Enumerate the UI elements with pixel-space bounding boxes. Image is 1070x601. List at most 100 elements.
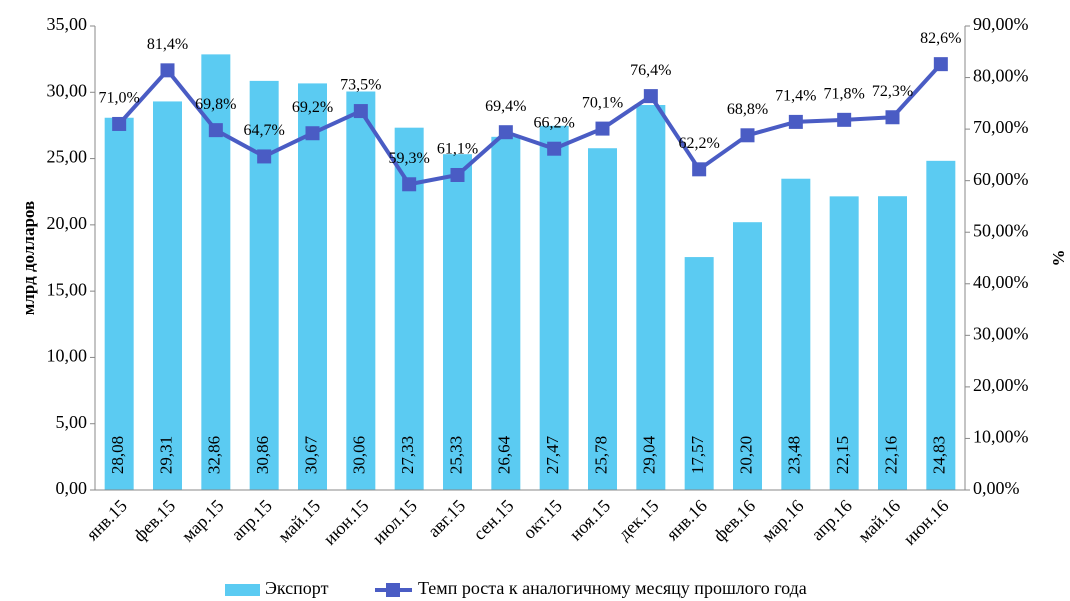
line-marker	[692, 162, 707, 177]
line-marker	[740, 128, 755, 143]
line-marker	[643, 89, 658, 104]
y2-tick-label: 40,00%	[973, 272, 1029, 292]
line-marker	[305, 126, 320, 141]
line-value-label: 64,7%	[244, 122, 285, 139]
line-value-label: 69,2%	[292, 99, 333, 116]
x-tick-label: июл.15	[368, 496, 420, 548]
y2-tick-label: 50,00%	[973, 220, 1029, 240]
line-value-label: 61,1%	[437, 141, 478, 158]
x-tick-label: ноя.15	[565, 496, 614, 545]
line-value-label: 82,6%	[920, 30, 961, 47]
x-tick-label: июн.15	[319, 496, 372, 549]
bar-value-label: 27,47	[543, 435, 562, 474]
bar	[588, 148, 617, 491]
x-tick-label: май.16	[854, 496, 904, 546]
bar	[346, 91, 376, 490]
bar-value-label: 25,78	[591, 436, 610, 474]
line-value-label: 81,4%	[147, 36, 188, 53]
bar	[104, 117, 134, 490]
line-marker	[788, 114, 803, 129]
bar-value-label: 22,15	[833, 436, 852, 474]
line-value-label: 71,0%	[99, 90, 140, 107]
y2-tick-label: 90,00%	[973, 14, 1029, 34]
legend-label: Экспорт	[265, 578, 329, 598]
bar-value-label: 23,48	[785, 436, 804, 474]
y2-tick-label: 20,00%	[973, 375, 1029, 395]
line-marker	[933, 57, 948, 72]
x-tick-label: янв.15	[82, 496, 131, 545]
bar-value-label: 20,20	[736, 436, 755, 474]
x-tick-label: янв.16	[662, 496, 711, 545]
line-marker	[498, 125, 513, 140]
bar	[733, 222, 762, 490]
bar	[781, 178, 811, 490]
bar-value-label: 30,06	[350, 436, 369, 474]
bar	[926, 160, 956, 491]
x-tick-label: фев.16	[709, 496, 759, 546]
y2-tick-label: 10,00%	[973, 427, 1029, 447]
y-tick-label: 15,00	[47, 279, 88, 299]
y2-tick-label: 30,00%	[973, 323, 1029, 343]
line-value-label: 70,1%	[582, 94, 623, 111]
x-tick-label: апр.15	[227, 496, 276, 545]
y-tick-label: 5,00	[56, 412, 88, 432]
line-value-label: 68,8%	[727, 101, 768, 118]
y-tick-label: 10,00	[47, 346, 88, 366]
x-tick-label: май.15	[274, 496, 324, 546]
y-tick-label: 20,00	[47, 213, 88, 233]
x-tick-label: авг.15	[424, 496, 469, 541]
bar	[153, 101, 182, 491]
bar-value-label: 25,33	[446, 436, 465, 474]
line-value-label: 76,4%	[630, 62, 671, 79]
line-value-label: 62,2%	[679, 135, 720, 152]
line-value-label: 71,4%	[775, 88, 816, 105]
y-axis-title: млрд долларов	[19, 201, 38, 315]
line-value-label: 59,3%	[389, 150, 430, 167]
line-marker	[257, 149, 272, 164]
legend-label: Темп роста к аналогичному месяцу прошлог…	[418, 578, 807, 598]
line-marker	[450, 167, 465, 182]
line-value-label: 73,5%	[340, 77, 381, 94]
bar-value-label: 22,16	[881, 436, 900, 474]
bar	[443, 154, 472, 490]
line-marker	[885, 110, 900, 125]
line-value-label: 69,8%	[195, 96, 236, 113]
x-tick-label: мар.16	[758, 496, 808, 546]
line-marker	[160, 63, 175, 78]
y2-tick-label: 0,00%	[973, 478, 1020, 498]
bar	[539, 125, 569, 490]
line	[117, 62, 943, 187]
x-tick-label: фев.15	[129, 496, 179, 546]
bar	[829, 196, 859, 490]
line-marker	[837, 112, 852, 127]
bar-value-label: 28,08	[108, 436, 127, 474]
bar	[878, 196, 907, 490]
x-tick-label: сен.15	[469, 496, 517, 544]
y2-axis-title: %	[1049, 250, 1068, 267]
bar-value-label: 29,31	[156, 436, 175, 474]
bar-value-label: 30,86	[253, 436, 272, 474]
line-value-label: 71,8%	[824, 86, 865, 103]
bar-value-label: 26,64	[495, 435, 514, 474]
bar-value-label: 32,86	[205, 436, 224, 474]
bar-value-label: 24,83	[930, 436, 949, 474]
x-tick-label: дек.15	[614, 496, 662, 544]
legend-swatch	[225, 584, 260, 596]
bar-value-label: 29,04	[640, 435, 659, 474]
bar	[249, 80, 279, 490]
line-value-label: 69,4%	[485, 98, 526, 115]
line-marker	[353, 104, 368, 119]
y2-tick-label: 80,00%	[973, 66, 1029, 86]
x-tick-label: мар.15	[178, 496, 228, 546]
x-tick-label: июн.16	[899, 496, 952, 549]
bar	[684, 257, 714, 490]
x-tick-label: апр.16	[807, 496, 856, 545]
y-tick-label: 25,00	[47, 147, 88, 167]
bar-value-label: 17,57	[688, 435, 707, 474]
line-marker	[595, 121, 610, 136]
x-tick-label: окт.15	[519, 496, 566, 543]
legend-swatch	[386, 583, 400, 597]
line-marker	[402, 177, 417, 192]
line-value-label: 72,3%	[872, 83, 913, 100]
